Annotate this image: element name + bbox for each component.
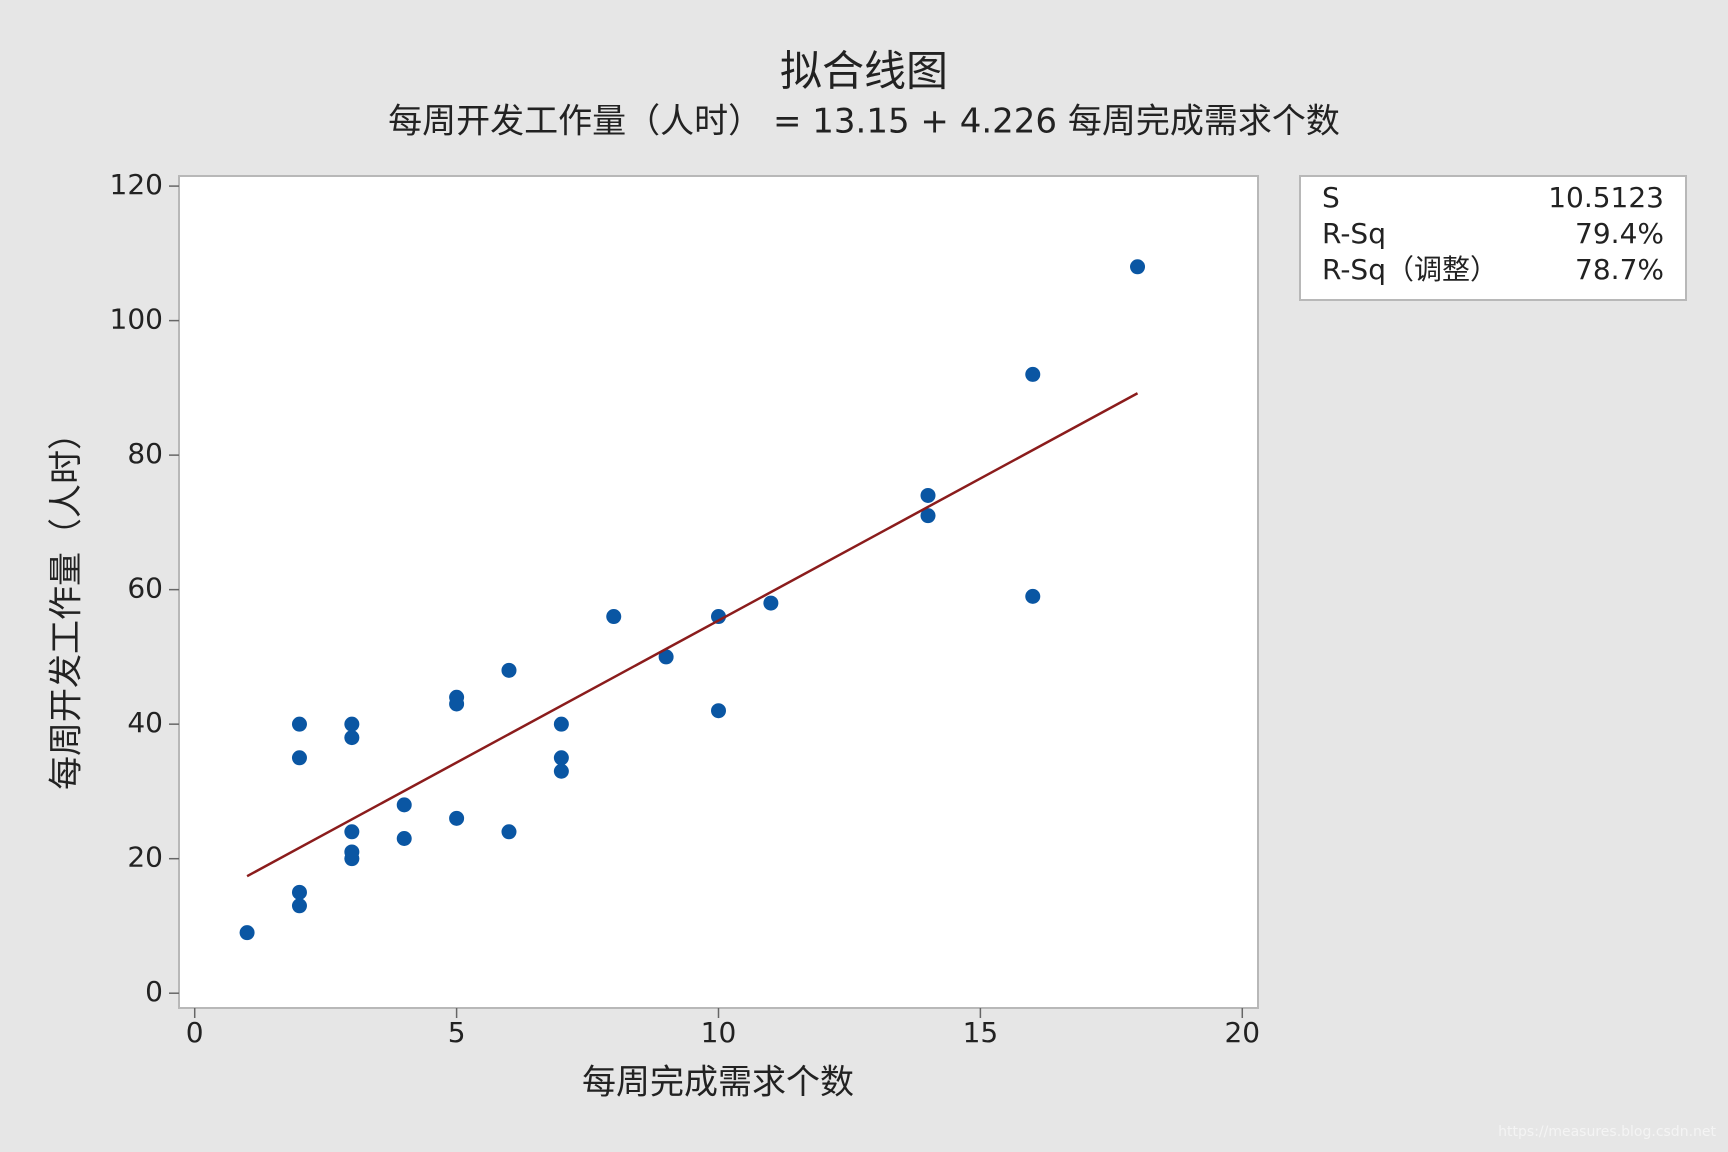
- chart-title: 拟合线图: [780, 47, 948, 96]
- data-point: [291, 898, 307, 914]
- data-point: [920, 487, 936, 503]
- data-point: [344, 730, 360, 746]
- chart-subtitle: 每周开发工作量（人时） = 13.15 + 4.226 每周完成需求个数: [388, 102, 1340, 142]
- y-tick-label: 100: [110, 303, 163, 336]
- data-point: [291, 716, 307, 732]
- data-point: [553, 763, 569, 779]
- data-point: [711, 609, 726, 625]
- y-tick-label: 120: [110, 168, 163, 201]
- data-point: [501, 824, 517, 840]
- x-tick-label: 20: [1224, 1016, 1260, 1049]
- stats-label: R-Sq（调整）: [1322, 253, 1498, 286]
- stats-value: 10.5123: [1548, 181, 1664, 214]
- x-tick-label: 10: [701, 1016, 737, 1049]
- stats-label: S: [1322, 181, 1340, 214]
- y-axis-label: 每周开发工作量（人时）: [47, 416, 87, 790]
- stats-box: [1299, 175, 1687, 301]
- stats-value: 79.4%: [1575, 217, 1664, 250]
- data-point: [344, 851, 360, 867]
- data-point: [711, 703, 726, 719]
- data-point: [920, 508, 936, 524]
- watermark: https://measures.blog.csdn.net: [1498, 1124, 1716, 1140]
- y-tick-label: 20: [127, 841, 163, 874]
- x-tick-label: 15: [963, 1016, 999, 1049]
- x-axis-label: 每周完成需求个数: [582, 1063, 854, 1103]
- y-tick-label: 60: [127, 572, 163, 605]
- data-point: [553, 716, 569, 732]
- plot-area: [178, 175, 1259, 1009]
- stats-value: 78.7%: [1575, 253, 1664, 286]
- data-point: [239, 925, 255, 941]
- x-tick-label: 5: [448, 1016, 466, 1049]
- fit-line: [246, 392, 1139, 878]
- y-tick-label: 40: [127, 706, 163, 739]
- data-point: [449, 810, 465, 826]
- data-point: [291, 750, 307, 766]
- data-point: [606, 609, 622, 625]
- data-point: [1025, 366, 1041, 382]
- stats-label: R-Sq: [1322, 217, 1386, 250]
- data-point: [1025, 588, 1041, 604]
- data-point: [396, 797, 412, 813]
- data-point: [449, 696, 465, 712]
- x-tick-label: 0: [186, 1016, 204, 1049]
- data-point: [658, 649, 674, 665]
- data-point: [291, 884, 307, 900]
- data-point: [344, 716, 360, 732]
- data-point: [396, 831, 412, 847]
- data-point: [344, 824, 360, 840]
- data-point: [501, 662, 517, 678]
- data-point: [1130, 259, 1146, 275]
- y-tick-label: 0: [145, 975, 163, 1008]
- data-point: [553, 750, 569, 766]
- y-tick-label: 80: [127, 437, 163, 470]
- data-point: [763, 595, 779, 611]
